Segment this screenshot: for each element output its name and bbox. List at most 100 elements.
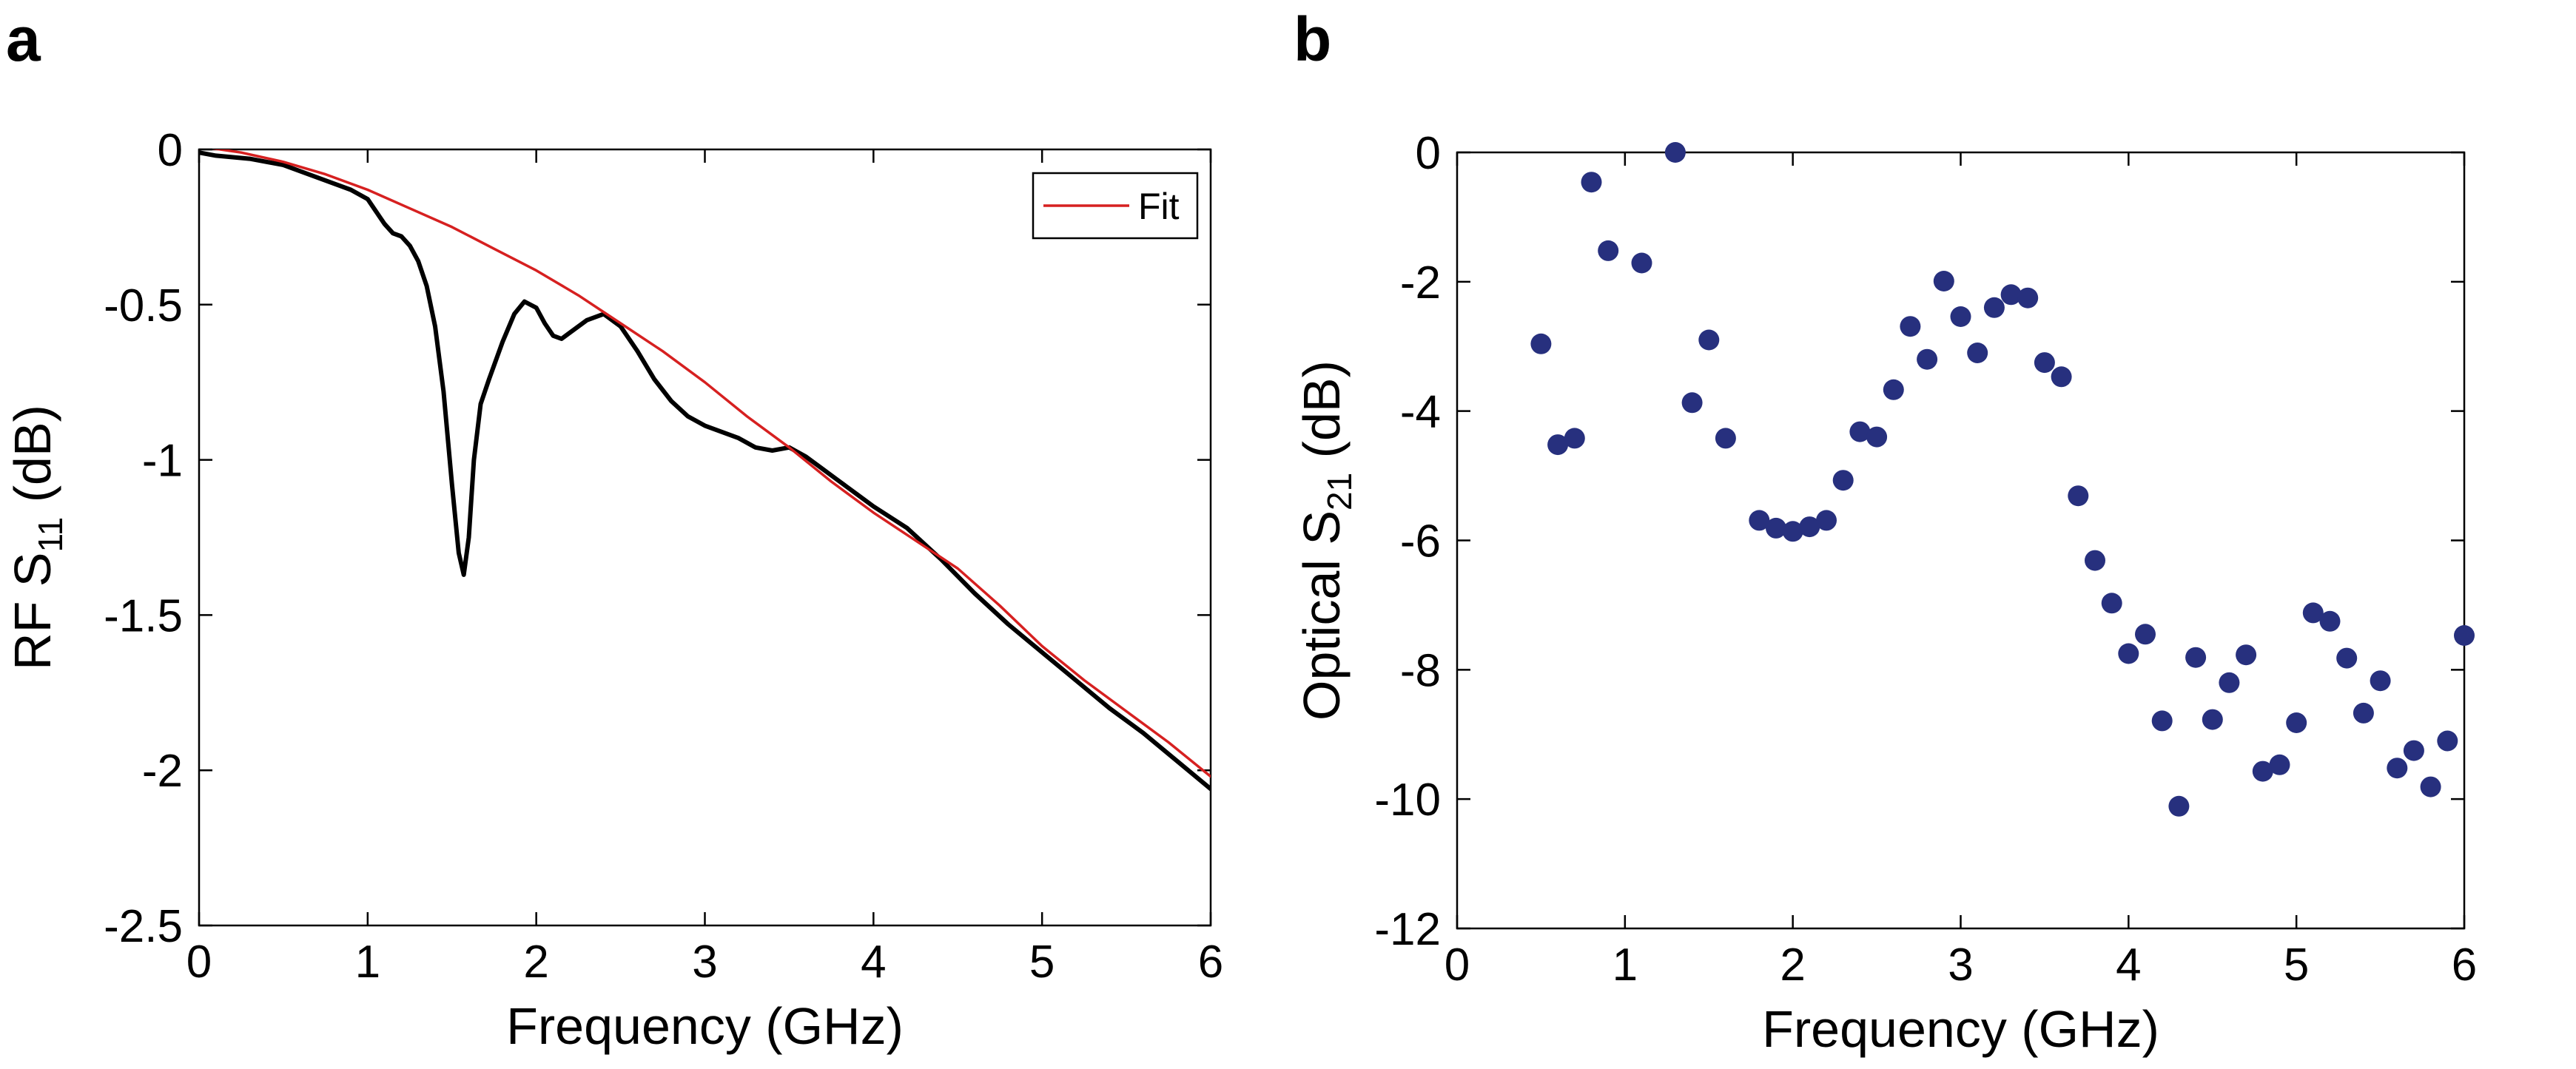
y-tick-label: -1.5 — [104, 590, 183, 641]
data-point — [1866, 426, 1888, 448]
data-point — [1967, 343, 1988, 363]
data-point — [2151, 710, 2173, 732]
x-axis-label: Frequency (GHz) — [506, 997, 904, 1055]
data-point — [2353, 702, 2374, 724]
x-tick-label: 4 — [2116, 940, 2141, 991]
panel-letter-b: b — [1294, 4, 1331, 74]
data-point — [1950, 306, 1971, 327]
data-point — [2336, 647, 2358, 669]
data-point — [2051, 366, 2072, 388]
data-point — [1631, 252, 1652, 274]
x-tick-label: 4 — [861, 937, 886, 988]
x-tick-label: 5 — [2284, 940, 2309, 991]
data-point — [1900, 316, 1921, 337]
data-point — [2236, 644, 2257, 666]
data-point — [2437, 730, 2458, 752]
data-point — [1933, 271, 1954, 291]
data-point — [1598, 240, 1619, 261]
data-point — [1782, 521, 1803, 542]
y-axis-label-unit: (dB) — [1293, 360, 1351, 473]
panel-letter-a: a — [6, 4, 41, 74]
data-point — [2135, 624, 2156, 645]
data-point — [1715, 428, 1736, 449]
x-tick-label: 3 — [692, 937, 717, 988]
x-tick-label: 1 — [355, 937, 380, 988]
data-point — [1799, 516, 1820, 538]
y-axis-label: RF S11 (dB) — [4, 405, 70, 670]
y-axis-label-subscript: 11 — [31, 517, 70, 553]
legend-fit-label: Fit — [1138, 186, 1180, 227]
data-point — [2068, 485, 2089, 507]
plot-frame — [1456, 151, 2466, 930]
data-point — [2370, 670, 2391, 692]
data-point — [1698, 329, 1720, 351]
legend: Fit — [1032, 172, 1199, 240]
data-point — [1917, 348, 1938, 370]
data-point — [1766, 517, 1786, 539]
data-point — [1581, 172, 1602, 193]
measured-s11-line — [199, 150, 1211, 792]
data-point — [1681, 392, 1703, 414]
data-point — [2286, 712, 2307, 733]
y-tick-label: -2 — [1400, 257, 1441, 308]
data-point — [2185, 647, 2207, 668]
fit-line — [211, 149, 1211, 778]
y-tick-label: -10 — [1374, 775, 1441, 826]
x-tick-label: 6 — [1198, 937, 1223, 988]
data-point — [2269, 754, 2290, 775]
optical-s21-chart: 0 1 2 3 4 5 6 0 -2 -4 -6 -8 -10 -12 Frequency (GHz) Opt… — [1293, 128, 2477, 1058]
data-point — [1749, 510, 1770, 531]
data-point — [2219, 672, 2240, 693]
x-axis-label: Frequency (GHz) — [1762, 1000, 2159, 1058]
data-point — [1849, 421, 1871, 442]
y-tick-label: -6 — [1400, 516, 1441, 567]
data-point — [2000, 284, 2022, 306]
y-axis-label-main: Optical S — [1293, 510, 1351, 721]
data-point — [2252, 761, 2273, 782]
y-tick-label: -0.5 — [104, 280, 183, 331]
data-point — [2017, 287, 2039, 308]
y-axis-label: Optical S21 (dB) — [1293, 360, 1359, 721]
rf-s11-chart: 0 1 2 3 4 5 6 0 -0.5 -1 -1.5 -2 -2.5 Frequency (GHz) R… — [4, 125, 1223, 1055]
data-point — [1832, 470, 1854, 491]
data-point — [1816, 510, 1837, 531]
data-point — [1664, 142, 1686, 163]
data-point — [2403, 740, 2424, 761]
x-tick-label: 2 — [1780, 940, 1805, 991]
y-tick-label: -8 — [1400, 645, 1441, 696]
plot-frame — [198, 148, 1212, 927]
y-axis-label-main: RF S — [4, 553, 61, 670]
y-axis-label-unit: (dB) — [4, 405, 61, 517]
y-tick-label: 0 — [158, 125, 183, 176]
x-tick-label: 6 — [2452, 940, 2477, 991]
y-axis-label-subscript: 21 — [1320, 473, 1359, 510]
data-point — [2101, 593, 2122, 614]
y-tick-label: -4 — [1400, 387, 1441, 438]
x-tick-label: 0 — [186, 937, 212, 988]
x-tick-label: 1 — [1612, 940, 1638, 991]
data-point — [2118, 643, 2139, 664]
y-tick-label: -12 — [1374, 904, 1441, 955]
data-point — [1530, 333, 1552, 354]
data-point — [2302, 602, 2324, 624]
x-tick-label: 5 — [1029, 937, 1055, 988]
data-point — [2034, 352, 2055, 374]
data-point — [2420, 776, 2441, 797]
data-point — [1883, 379, 1904, 400]
data-point — [2454, 625, 2475, 646]
data-point — [1983, 297, 2005, 318]
data-point — [1564, 428, 1585, 449]
data-point — [1547, 434, 1569, 456]
x-tick-label: 0 — [1445, 940, 1470, 991]
data-point — [2168, 795, 2190, 817]
x-tick-label: 2 — [523, 937, 548, 988]
data-point — [2319, 610, 2341, 632]
y-tick-label: 0 — [1416, 128, 1441, 179]
y-tick-label: -1 — [142, 436, 183, 487]
data-point — [2202, 709, 2223, 730]
data-point — [2387, 758, 2408, 779]
data-point — [2085, 550, 2105, 571]
x-tick-label: 3 — [1948, 940, 1973, 991]
y-tick-label: -2.5 — [104, 901, 183, 952]
